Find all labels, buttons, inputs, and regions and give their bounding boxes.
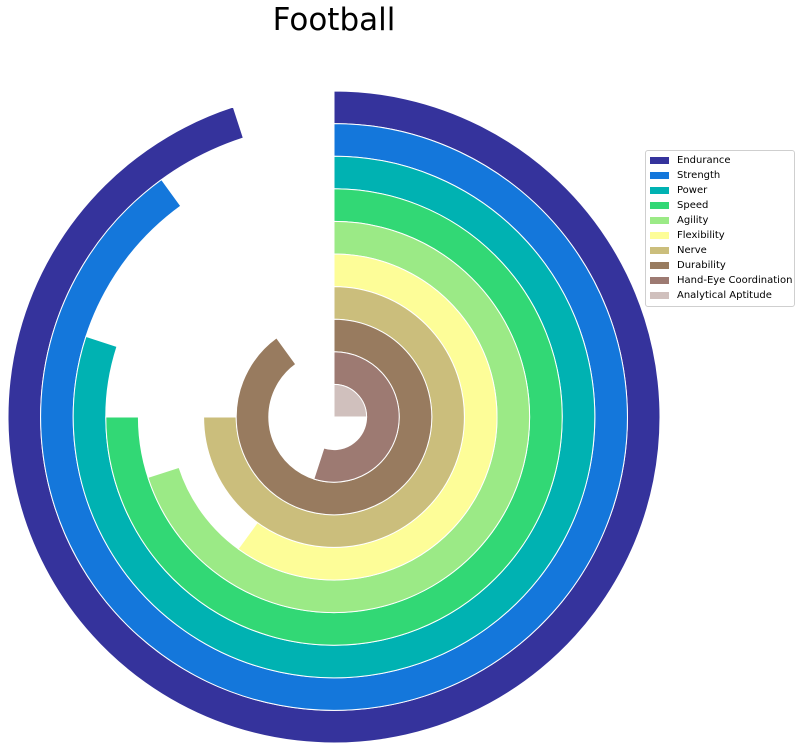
legend-label: Analytical Aptitude — [677, 290, 772, 301]
legend-swatch — [650, 172, 669, 179]
legend-item-durability: Durability — [650, 258, 794, 273]
legend: Endurance Strength Power Speed Agility Flexib… — [645, 150, 795, 307]
legend-label: Agility — [677, 215, 709, 226]
legend-item-strength: Strength — [650, 168, 794, 183]
legend-label: Strength — [677, 170, 721, 181]
legend-swatch — [650, 187, 669, 194]
legend-item-hand-eye-coordination: Hand-Eye Coordination — [650, 273, 794, 288]
legend-item-power: Power — [650, 183, 794, 198]
bar-analytical-aptitude — [333, 383, 368, 418]
legend-swatch — [650, 247, 669, 254]
legend-swatch — [650, 157, 669, 164]
legend-swatch — [650, 232, 669, 239]
legend-label: Durability — [677, 260, 726, 271]
legend-item-flexibility: Flexibility — [650, 228, 794, 243]
legend-label: Nerve — [677, 245, 707, 256]
legend-swatch — [650, 262, 669, 269]
legend-swatch — [650, 202, 669, 209]
legend-label: Flexibility — [677, 230, 725, 241]
legend-label: Endurance — [677, 155, 731, 166]
legend-item-nerve: Nerve — [650, 243, 794, 258]
chart-title: Football — [272, 2, 396, 38]
legend-item-speed: Speed — [650, 198, 794, 213]
legend-swatch — [650, 277, 669, 284]
legend-item-agility: Agility — [650, 213, 794, 228]
legend-label: Hand-Eye Coordination — [677, 275, 793, 286]
legend-item-endurance: Endurance — [650, 153, 794, 168]
legend-label: Speed — [677, 200, 709, 211]
legend-item-analytical-aptitude: Analytical Aptitude — [650, 288, 794, 303]
legend-swatch — [650, 292, 669, 299]
legend-swatch — [650, 217, 669, 224]
legend-label: Power — [677, 185, 708, 196]
